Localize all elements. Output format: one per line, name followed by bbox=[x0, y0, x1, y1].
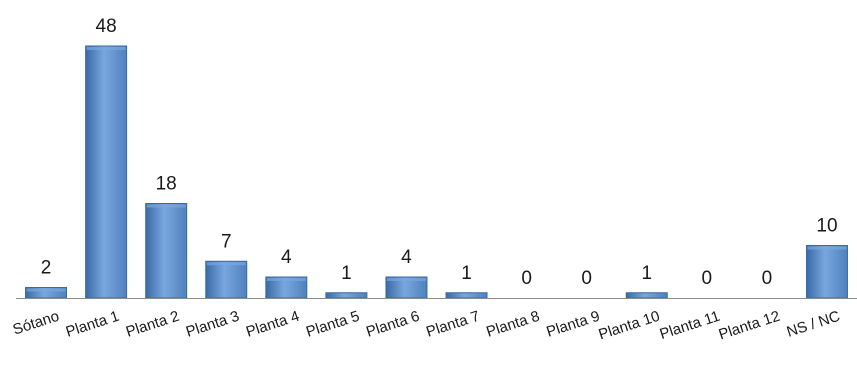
data-label: 2 bbox=[41, 258, 52, 279]
x-tick-label: Planta 2 bbox=[124, 308, 182, 341]
bar-ns-nc bbox=[805, 245, 848, 299]
bar-sótano bbox=[25, 287, 68, 299]
x-tick-label: Planta 9 bbox=[544, 308, 602, 341]
bar-planta-6 bbox=[385, 276, 428, 299]
x-tick-label: Planta 3 bbox=[184, 308, 242, 341]
data-label: 18 bbox=[156, 174, 177, 195]
data-label: 0 bbox=[521, 268, 532, 289]
data-label: 10 bbox=[816, 216, 837, 237]
x-tick-labels-layer: Sótano Planta 1 Planta 2 Planta 3 Planta 4 Pl… bbox=[11, 308, 843, 344]
data-label: 7 bbox=[221, 231, 232, 252]
x-tick-label: Planta 7 bbox=[424, 308, 482, 341]
x-tick-label: Planta 4 bbox=[244, 308, 302, 341]
bar-planta-10 bbox=[625, 292, 668, 299]
bar-planta-4 bbox=[265, 276, 308, 299]
data-label: 1 bbox=[461, 263, 472, 284]
data-label: 0 bbox=[762, 268, 773, 289]
x-tick-label: Planta 8 bbox=[484, 308, 542, 341]
x-tick-label: NS / NC bbox=[785, 308, 843, 341]
bars-layer bbox=[25, 45, 848, 299]
data-label: 0 bbox=[702, 268, 713, 289]
data-label: 4 bbox=[281, 247, 292, 268]
data-label: 48 bbox=[96, 16, 117, 37]
x-tick-label: Sótano bbox=[11, 308, 61, 339]
bar-planta-1 bbox=[85, 45, 128, 299]
data-label: 1 bbox=[641, 263, 652, 284]
data-label: 4 bbox=[401, 247, 412, 268]
bar-planta-5 bbox=[325, 292, 368, 299]
x-tick-label: Planta 1 bbox=[64, 308, 122, 341]
x-tick-label: Planta 12 bbox=[717, 308, 783, 344]
data-label: 1 bbox=[341, 263, 352, 284]
x-tick-label: Planta 11 bbox=[658, 308, 722, 343]
bar-planta-3 bbox=[205, 260, 248, 299]
x-tick-label: Planta 10 bbox=[596, 308, 662, 344]
x-tick-label: Planta 6 bbox=[364, 308, 422, 341]
bar-planta-7 bbox=[445, 292, 488, 299]
bar-planta-2 bbox=[145, 203, 188, 299]
x-tick-label: Planta 5 bbox=[304, 308, 362, 341]
data-label: 0 bbox=[581, 268, 592, 289]
